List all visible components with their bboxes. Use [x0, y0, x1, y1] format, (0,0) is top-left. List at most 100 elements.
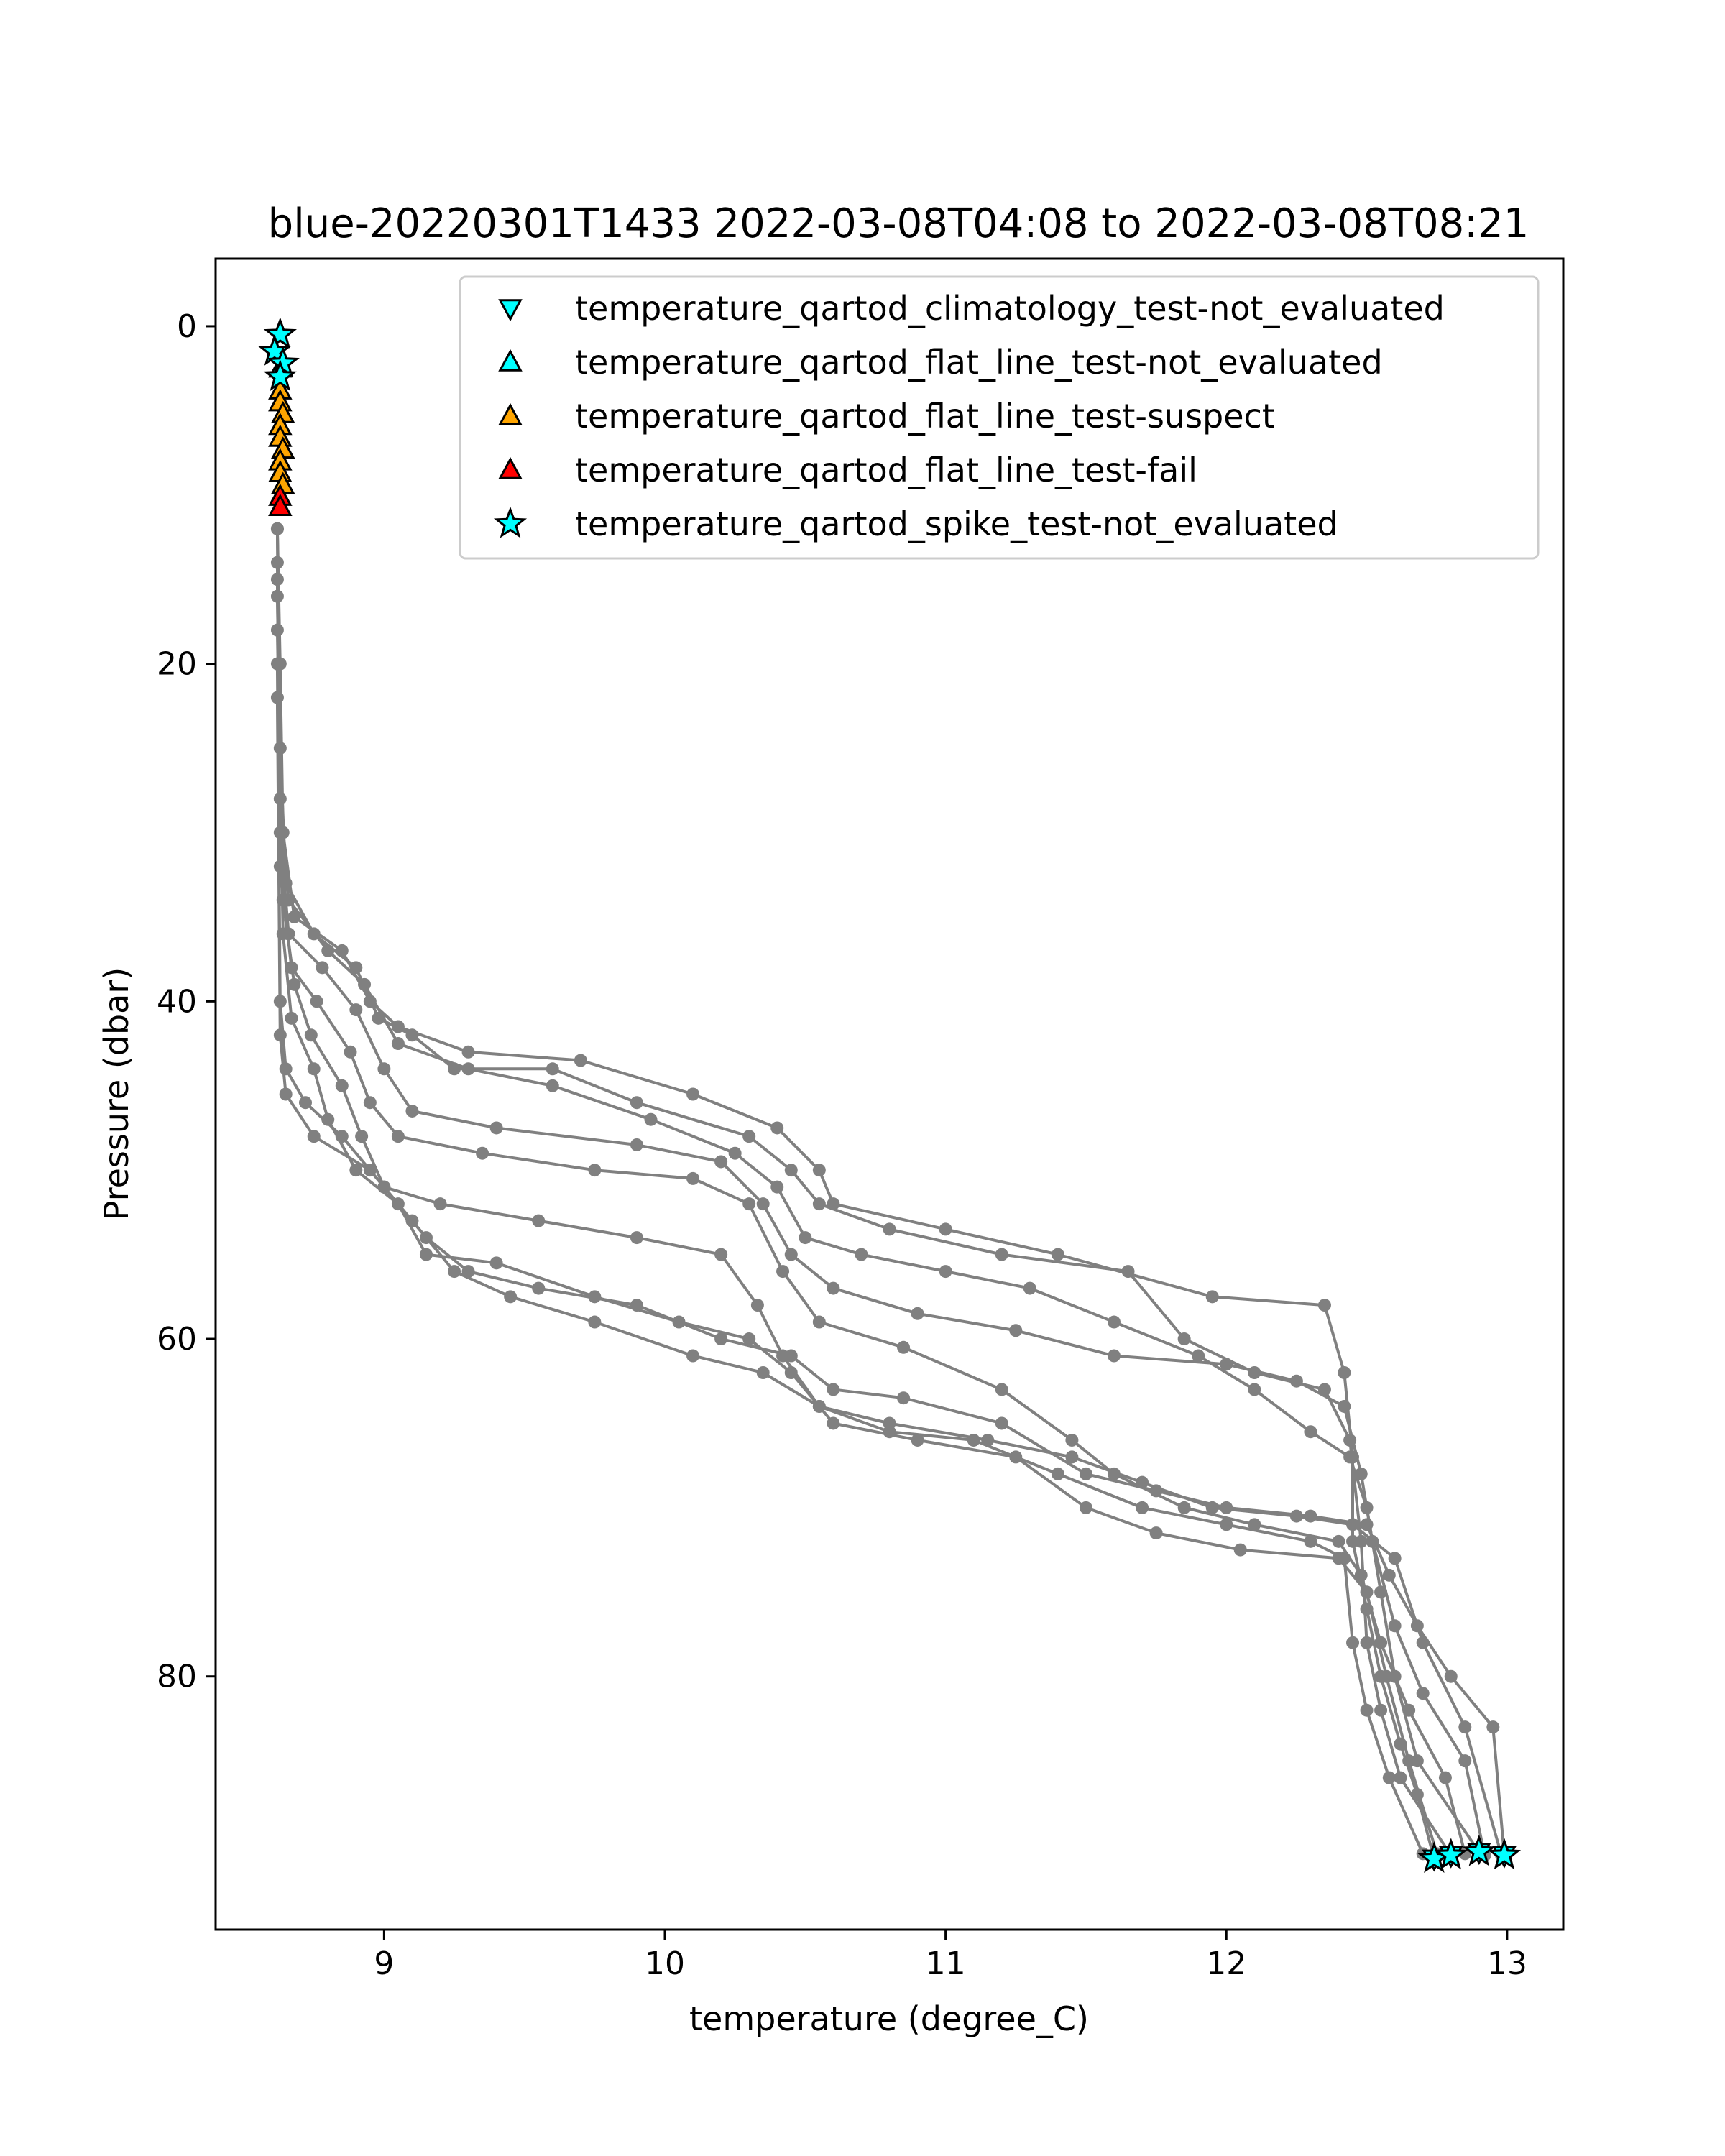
data-point [1136, 1501, 1149, 1514]
y-tick-label: 40 [157, 983, 197, 1020]
data-point [285, 1011, 298, 1025]
data-point [1444, 1669, 1458, 1683]
data-point [504, 1290, 518, 1304]
data-point [335, 1130, 349, 1143]
data-point [812, 1197, 826, 1211]
data-point [995, 1383, 1008, 1396]
data-point [321, 944, 335, 957]
data-point [939, 1222, 952, 1236]
data-point [461, 1045, 475, 1059]
data-point [1388, 1552, 1402, 1565]
data-point [335, 1079, 349, 1092]
data-point [377, 1062, 391, 1076]
data-point [391, 1130, 405, 1143]
data-point [270, 589, 284, 603]
data-point [1177, 1332, 1191, 1346]
data-point [1410, 1619, 1424, 1633]
data-point [1338, 1366, 1351, 1379]
data-point [1009, 1324, 1023, 1337]
data-point [307, 1062, 321, 1076]
spike-not-evaluated-marker [263, 317, 297, 349]
legend-label-3: temperature_qartod_flat_line_test-suspec… [575, 397, 1275, 436]
legend-label-4: temperature_qartod_flat_line_test-fail [575, 451, 1197, 489]
y-axis-label: Pressure (dbar) [97, 967, 136, 1220]
data-point [1023, 1281, 1036, 1295]
data-point [273, 1028, 287, 1042]
data-point [546, 1079, 559, 1092]
data-point [827, 1383, 840, 1396]
data-point [812, 1399, 826, 1413]
data-point [316, 961, 329, 975]
data-point [1458, 1720, 1472, 1734]
data-point [1354, 1568, 1368, 1582]
data-point [728, 1146, 742, 1160]
data-point [897, 1340, 911, 1354]
data-point [1065, 1433, 1079, 1447]
data-point [784, 1349, 798, 1363]
data-point [1149, 1526, 1163, 1540]
data-point [1248, 1383, 1261, 1396]
data-point [1374, 1703, 1388, 1717]
spike-not-evaluated-marker [263, 359, 297, 392]
legend: temperature_qartod_climatology_test-not_… [459, 275, 1540, 560]
data-point [1304, 1425, 1317, 1439]
data-point [1248, 1518, 1261, 1531]
legend-marker-5 [493, 506, 528, 538]
data-point [1438, 1771, 1452, 1784]
data-point [1108, 1315, 1121, 1329]
data-point [1416, 1687, 1430, 1700]
data-point [686, 1349, 700, 1363]
data-point [405, 1104, 419, 1118]
data-point [1388, 1619, 1402, 1633]
data-point [686, 1171, 700, 1185]
data-point [1289, 1374, 1303, 1388]
data-point [349, 1003, 363, 1017]
data-point [1486, 1720, 1500, 1734]
data-point [967, 1433, 980, 1447]
data-point [588, 1164, 602, 1177]
data-point [270, 522, 284, 535]
data-point [1051, 1248, 1064, 1261]
data-point [1121, 1265, 1135, 1279]
data-point [489, 1256, 503, 1270]
spike-not-evaluated-marker [1434, 1838, 1468, 1870]
data-point [1379, 1669, 1393, 1683]
x-tick-label: 12 [1206, 1945, 1246, 1982]
data-point [644, 1112, 658, 1126]
data-point [391, 1037, 405, 1051]
data-point [630, 1299, 643, 1312]
y-tick-label: 0 [177, 308, 197, 345]
data-point [742, 1332, 756, 1346]
data-point [588, 1315, 602, 1329]
data-point [1065, 1450, 1079, 1464]
data-point [433, 1197, 447, 1211]
data-point [1402, 1754, 1416, 1768]
flat-line-fail-marker [268, 494, 293, 516]
y-tick-label: 80 [157, 1659, 197, 1695]
data-point [995, 1416, 1008, 1430]
data-point [279, 1062, 293, 1076]
data-point [1108, 1349, 1121, 1363]
data-point [532, 1214, 546, 1227]
data-point [1458, 1754, 1472, 1768]
chart-title: blue-20220301T1433 2022-03-08T04:08 to 2… [268, 201, 1530, 247]
data-point [405, 1214, 419, 1227]
data-point [358, 977, 372, 991]
data-point [270, 657, 284, 671]
data-point [1205, 1290, 1219, 1304]
data-point [1332, 1534, 1346, 1548]
data-point [405, 1028, 419, 1042]
data-point [1149, 1484, 1163, 1498]
data-point [270, 573, 284, 586]
data-point [1220, 1501, 1233, 1514]
data-point [1220, 1358, 1233, 1371]
data-point [897, 1391, 911, 1405]
data-point [363, 1164, 377, 1177]
data-point [546, 1062, 559, 1076]
data-point [784, 1248, 798, 1261]
data-point [1394, 1771, 1407, 1784]
legend-marker-1 [498, 299, 523, 322]
data-point [349, 1164, 363, 1177]
data-point [827, 1281, 840, 1295]
